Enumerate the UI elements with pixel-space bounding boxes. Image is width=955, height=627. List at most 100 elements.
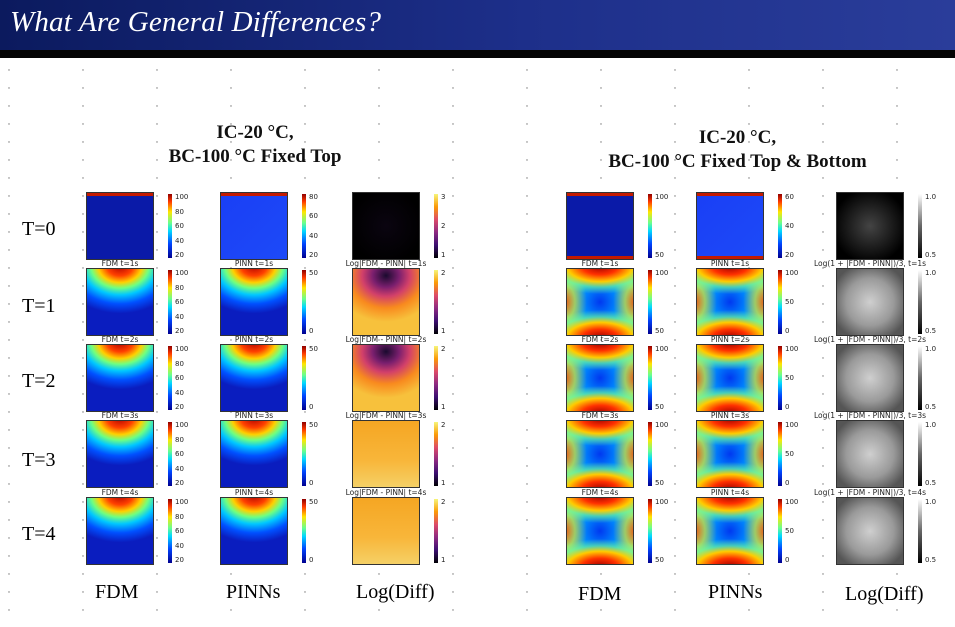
colorbar-tick: 50 (655, 556, 664, 564)
colorbar-tick: 40 (785, 222, 794, 230)
colorbar-tick: 50 (785, 450, 794, 458)
right_group-diff-panel-t1 (836, 268, 904, 336)
colorbar-tick: 1.0 (925, 193, 937, 201)
right_group-fdm-panel-t4 (566, 497, 634, 565)
right_group-fdm-panel-t1 (566, 268, 634, 336)
colorbar (302, 194, 306, 258)
colorbar (168, 346, 172, 410)
colorbar-tick: 20 (175, 327, 184, 335)
colorbar-tick: 80 (309, 193, 318, 201)
colorbar (302, 499, 306, 563)
panel-title: Log|FDM - PINN| t=2s (345, 335, 427, 344)
colorbar-tick: 20 (175, 479, 184, 487)
colorbar-tick: 40 (309, 231, 318, 240)
colorbar-tick: 2 (441, 345, 446, 353)
colorbar-tick: 100 (785, 345, 799, 353)
panel-title: Log|FDM - PINN| t=4s (345, 488, 427, 497)
colorbar-tick: 1.0 (925, 421, 937, 429)
panel-title: PINN t=4s (710, 488, 750, 497)
colorbar-tick: 60 (175, 374, 184, 382)
panel-title: Log(1 + |FDM - PINN|)/3, t=4s (813, 488, 927, 497)
colorbar (918, 499, 922, 563)
colorbar-tick: 0.5 (925, 479, 937, 487)
left-group-title-line2: BC-100 °C Fixed Top (168, 146, 342, 167)
colorbar-tick: 40 (175, 388, 184, 397)
left-col-label-pinns: PINNs (226, 581, 281, 603)
left-col-label-logdiff: Log(Diff) (356, 581, 435, 603)
colorbar-tick: 0 (309, 403, 314, 411)
colorbar (918, 194, 922, 258)
colorbar (918, 270, 922, 334)
colorbar-tick: 60 (175, 298, 184, 306)
colorbar-tick: 100 (655, 498, 669, 506)
colorbar (168, 194, 172, 258)
panel-title: FDM t=3s (581, 411, 619, 420)
colorbar-tick: 3 (441, 193, 446, 201)
right-group-title-line1: IC-20 °C, (698, 127, 777, 148)
boundary-heat-strip-bottom (567, 256, 633, 259)
colorbar-tick: 50 (785, 527, 794, 535)
row-label-t2: T=2 (22, 370, 56, 392)
colorbar (778, 346, 782, 410)
panel-title: FDM t=1s (581, 259, 619, 268)
left_group-pinn-panel-t2 (220, 344, 288, 412)
colorbar-tick: 50 (655, 327, 664, 335)
right-col-label-pinns: PINNs (708, 581, 763, 603)
colorbar (778, 194, 782, 258)
colorbar-tick: 60 (175, 450, 184, 458)
colorbar-tick: 40 (175, 312, 184, 321)
right_group-diff-panel-t0 (836, 192, 904, 260)
colorbar (434, 422, 438, 486)
boundary-heat-strip-bottom (697, 256, 763, 259)
colorbar-tick: 0 (309, 479, 314, 487)
panel-title: PINN t=2s (234, 335, 274, 344)
right_group-pinn-panel-t4 (696, 497, 764, 565)
colorbar-tick: 100 (655, 269, 669, 277)
colorbar (302, 270, 306, 334)
left_group-fdm-panel-t1 (86, 268, 154, 336)
panel-title: FDM t=4s (101, 488, 139, 497)
colorbar-tick: 20 (785, 251, 794, 259)
colorbar-tick: 50 (309, 345, 318, 353)
left_group-diff-panel-t3 (352, 420, 420, 488)
panel-title: PINN t=2s (710, 335, 750, 344)
colorbar (434, 270, 438, 334)
colorbar (434, 346, 438, 410)
left-group-title-line1: IC-20 °C, (216, 122, 294, 143)
colorbar-tick: 0.5 (925, 327, 937, 335)
colorbar-tick: 100 (785, 269, 799, 277)
colorbar-tick: 0 (309, 556, 314, 564)
colorbar-tick: 100 (785, 421, 799, 429)
colorbar-tick: 100 (175, 269, 189, 277)
panel-title: FDM t=2s (581, 335, 619, 344)
colorbar-tick: 100 (655, 421, 669, 429)
colorbar-tick: 2 (441, 222, 446, 230)
right-col-label-logdiff: Log(Diff) (845, 583, 924, 605)
colorbar-tick: 100 (655, 345, 669, 353)
left_group-fdm-panel-t3 (86, 420, 154, 488)
panel-title: PINN t=1s (710, 259, 750, 268)
boundary-heat-strip (567, 193, 633, 196)
left_group-diff-panel-t1 (352, 268, 420, 336)
colorbar-tick: 0 (785, 403, 790, 411)
slide-title: What Are General Differences? (10, 6, 382, 38)
colorbar-tick: 60 (175, 527, 184, 535)
left_group-pinn-panel-t1 (220, 268, 288, 336)
right_group-diff-panel-t3 (836, 420, 904, 488)
colorbar-tick: 100 (785, 498, 799, 506)
colorbar-tick: 2 (441, 498, 446, 506)
left_group-pinn-panel-t4 (220, 497, 288, 565)
colorbar-tick: 100 (175, 193, 189, 201)
colorbar (918, 422, 922, 486)
panel-title: Log(1 + |FDM - PINN|)/3, t=1s (813, 259, 927, 268)
colorbar (778, 422, 782, 486)
colorbar (168, 270, 172, 334)
colorbar-tick: 0 (785, 327, 790, 335)
left-col-label-fdm: FDM (95, 581, 139, 603)
colorbar-tick: 1.0 (925, 498, 937, 506)
colorbar (778, 499, 782, 563)
colorbar (778, 270, 782, 334)
colorbar-tick: 40 (175, 464, 184, 473)
colorbar-tick: 50 (655, 251, 664, 259)
panel-title: PINN t=4s (234, 488, 274, 497)
